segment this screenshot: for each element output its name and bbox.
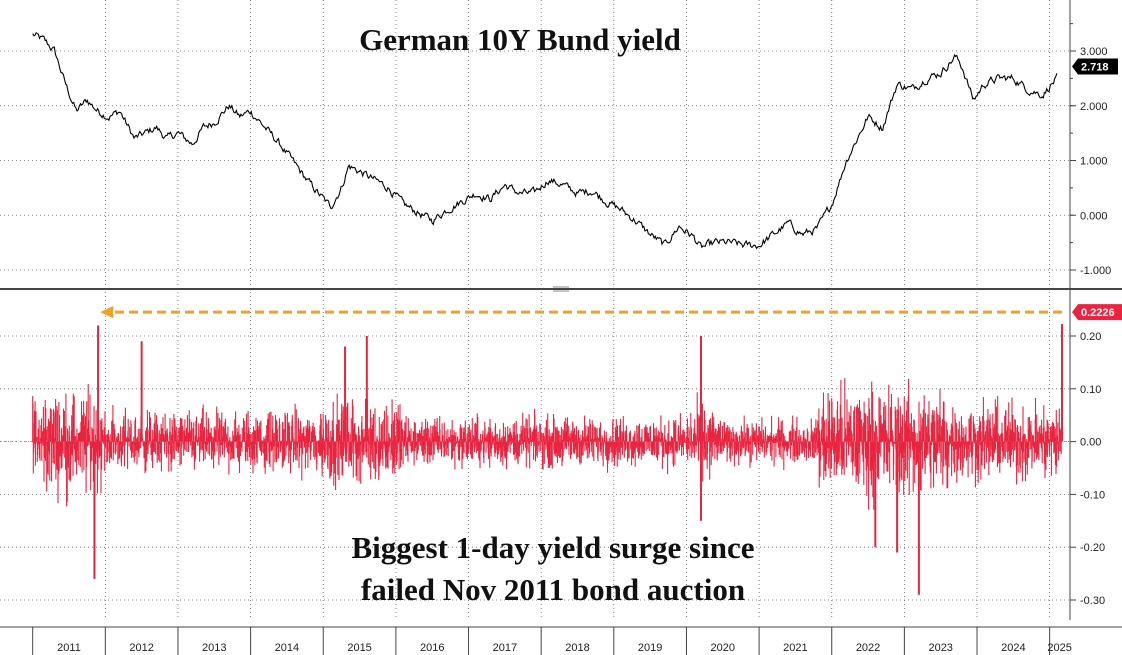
x-label-2019: 2019 xyxy=(638,642,662,654)
top-ytick-label: -1.000 xyxy=(1080,265,1111,277)
last-value-badge-bottom: 0.2226 xyxy=(1072,304,1122,321)
top-ytick-label: 2.000 xyxy=(1080,101,1108,113)
bottom-ytick-label: 0.20 xyxy=(1080,331,1101,343)
x-label-2020: 2020 xyxy=(711,642,735,654)
x-label-2015: 2015 xyxy=(347,642,371,654)
x-label-2023: 2023 xyxy=(928,642,952,654)
bottom-ytick-label: -0.30 xyxy=(1080,595,1105,607)
top-ytick-label: 3.000 xyxy=(1080,46,1108,58)
top-ytick-label: 0.000 xyxy=(1080,210,1108,222)
x-label-2012: 2012 xyxy=(129,642,153,654)
bottom-chart-title-line1: Biggest 1-day yield surge since xyxy=(352,530,755,565)
x-label-2021: 2021 xyxy=(783,642,807,654)
bottom-ytick-label: -0.20 xyxy=(1080,542,1105,554)
daily-change-bars xyxy=(0,324,1070,595)
top-y-axis: 3.000 2.000 1.000 0.000 -1.000 xyxy=(1070,23,1111,277)
x-label-2011: 2011 xyxy=(57,642,81,654)
x-label-2016: 2016 xyxy=(420,642,444,654)
x-label-2014: 2014 xyxy=(275,642,299,654)
bund-yield-line xyxy=(32,31,1058,250)
x-label-2025: 2025 xyxy=(1047,642,1071,654)
top-ytick-label: 1.000 xyxy=(1080,156,1108,168)
bottom-y-axis: 0.20 0.10 0.00 -0.10 -0.20 -0.30 xyxy=(1070,331,1105,607)
last-value-badge-top: 2.718 xyxy=(1072,58,1118,75)
bottom-ytick-label: 0.00 xyxy=(1080,437,1101,449)
comparison-arrow xyxy=(100,306,1063,319)
x-label-2013: 2013 xyxy=(202,642,226,654)
bottom-chart-title-line2: failed Nov 2011 bond auction xyxy=(361,572,745,607)
bottom-ytick-label: -0.10 xyxy=(1080,489,1105,501)
last-change-value: 0.2226 xyxy=(1081,307,1115,319)
last-yield-value: 2.718 xyxy=(1081,61,1109,73)
x-axis-labels: 2011 2012 2013 2014 2015 2016 2017 2018 2019 2020… xyxy=(32,627,1072,655)
x-label-2018: 2018 xyxy=(565,642,589,654)
top-chart-title: German 10Y Bund yield xyxy=(359,22,681,57)
x-label-2022: 2022 xyxy=(856,642,880,654)
top-panel-grid xyxy=(0,50,1070,271)
x-label-2017: 2017 xyxy=(493,642,517,654)
arrow-head xyxy=(100,306,114,319)
bottom-ytick-label: 0.10 xyxy=(1080,384,1101,396)
year-gridlines xyxy=(104,0,1051,620)
x-label-2024: 2024 xyxy=(1001,642,1025,654)
